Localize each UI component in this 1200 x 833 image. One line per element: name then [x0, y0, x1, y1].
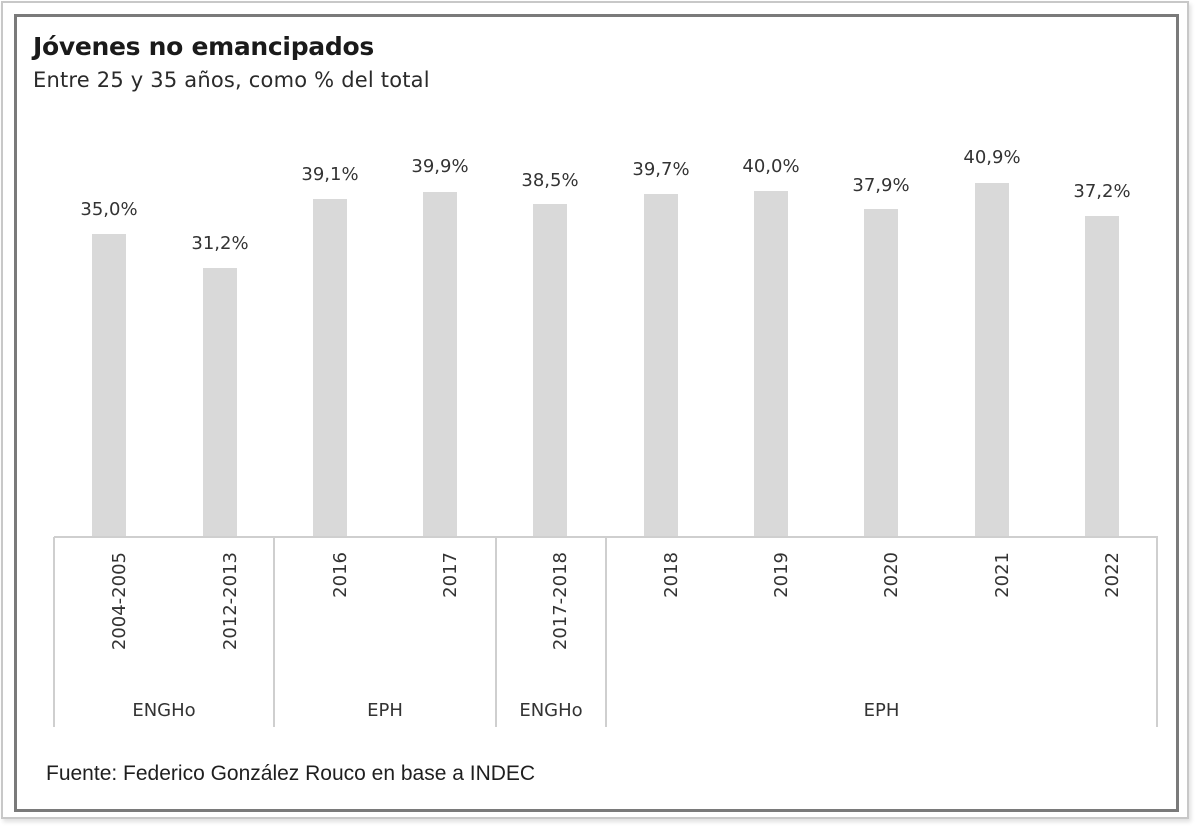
- category-label: 2018: [661, 552, 682, 598]
- bar-2017-2018: [533, 204, 567, 536]
- category-label: 2004-2005: [109, 552, 130, 651]
- chart-title: Jóvenes no emancipados: [33, 32, 374, 61]
- bar-2012-2013: [203, 268, 237, 536]
- category-label: 2016: [330, 552, 351, 598]
- group-divider: [53, 537, 55, 727]
- bar-2022: [1085, 216, 1119, 536]
- category-label: 2012-2013: [220, 552, 241, 651]
- chart-subtitle: Entre 25 y 35 años, como % del total: [33, 68, 430, 92]
- value-label: 38,5%: [521, 170, 579, 191]
- group-divider: [273, 537, 275, 727]
- category-label: 2022: [1102, 552, 1123, 598]
- bar-2004-2005: [92, 234, 126, 536]
- group-divider: [1156, 537, 1158, 727]
- value-label: 39,1%: [301, 164, 359, 185]
- bar-2017: [423, 192, 457, 536]
- category-label: 2020: [881, 552, 902, 598]
- value-label: 39,9%: [411, 156, 469, 177]
- group-label-engho: ENGHo: [519, 700, 583, 721]
- value-label: 39,7%: [632, 159, 690, 180]
- category-label: 2017-2018: [550, 552, 571, 651]
- category-label: 2017: [440, 552, 461, 598]
- category-label: 2021: [992, 552, 1013, 598]
- bar-2016: [313, 199, 347, 536]
- value-label: 35,0%: [80, 199, 138, 220]
- category-label: 2019: [771, 552, 792, 598]
- value-label: 40,9%: [963, 147, 1021, 168]
- group-divider: [495, 537, 497, 727]
- group-divider: [605, 537, 607, 727]
- value-label: 37,2%: [1073, 181, 1131, 202]
- bar-2021: [975, 183, 1009, 536]
- group-label-eph: EPH: [367, 700, 403, 721]
- group-label-eph: EPH: [863, 700, 900, 721]
- value-label: 31,2%: [191, 233, 249, 254]
- value-label: 40,0%: [742, 156, 800, 177]
- bar-2018: [644, 194, 678, 536]
- source-note: Fuente: Federico González Rouco en base …: [46, 762, 536, 785]
- value-label: 37,9%: [852, 175, 910, 196]
- bar-2020: [864, 209, 898, 536]
- group-label-engho: ENGHo: [132, 700, 196, 721]
- bar-2019: [754, 191, 788, 536]
